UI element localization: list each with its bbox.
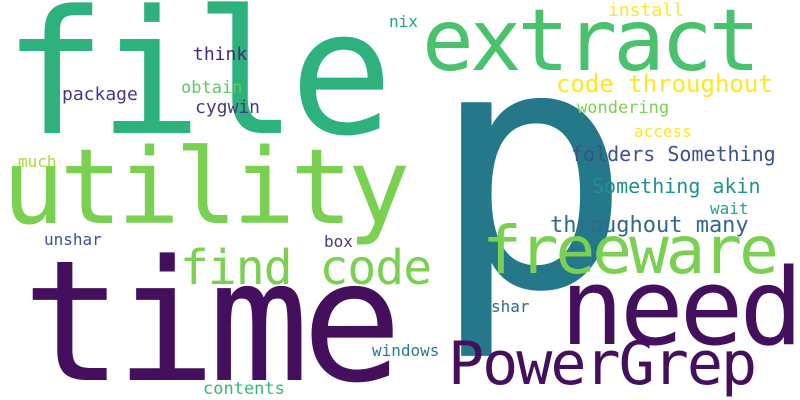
word-cygwin: cygwin bbox=[195, 97, 261, 118]
word-need: need bbox=[560, 246, 800, 369]
word-utility: utility bbox=[2, 126, 410, 248]
word-folders-something: folders Something bbox=[571, 142, 776, 166]
word-much: much bbox=[18, 152, 57, 171]
word-powergrep: PowerGrep bbox=[448, 329, 757, 399]
word-shar: shar bbox=[491, 297, 530, 316]
word-install: install bbox=[608, 0, 684, 21]
word-time: time bbox=[22, 224, 403, 400]
word-something-akin: Something akin bbox=[592, 174, 761, 198]
word-unshar: unshar bbox=[44, 230, 102, 249]
word-wondering: wondering bbox=[577, 98, 670, 118]
word-think: think bbox=[193, 44, 248, 65]
word-throughout-many: throughout many bbox=[550, 213, 749, 238]
word-extract: extract bbox=[422, 0, 760, 91]
word-windows: windows bbox=[372, 341, 440, 360]
word-package: package bbox=[62, 84, 138, 105]
word-nix: nix bbox=[389, 12, 418, 31]
word-find-code: find code bbox=[180, 240, 432, 296]
word-p: p bbox=[430, 0, 632, 366]
word-box: box bbox=[324, 232, 353, 251]
word-obtain: obtain bbox=[181, 78, 243, 98]
word-contents: contents bbox=[203, 379, 285, 399]
word-wait: wait bbox=[710, 199, 749, 218]
word-access: access bbox=[634, 122, 692, 141]
word-freeware: freeware bbox=[482, 212, 779, 289]
word-file: file bbox=[3, 0, 393, 174]
word-code-throughout: code throughout bbox=[556, 70, 773, 98]
